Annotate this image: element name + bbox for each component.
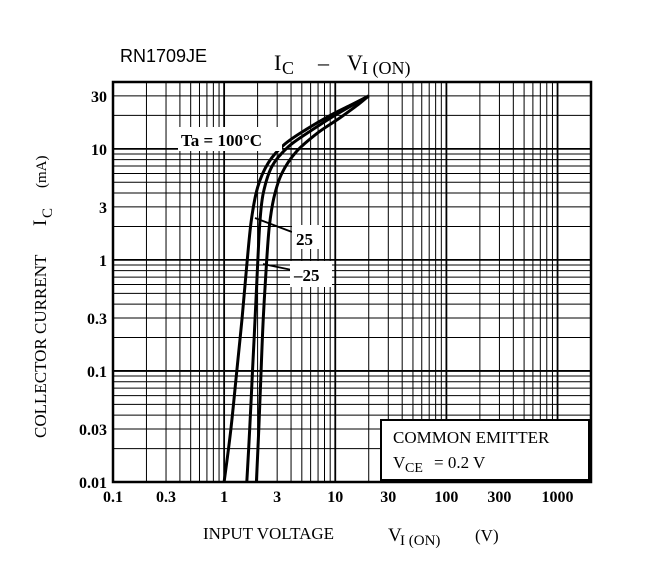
y-tick-label: 3	[99, 200, 107, 217]
x-label-text: INPUT VOLTAGE	[203, 524, 334, 543]
x-axis-label: INPUT VOLTAGE V I (ON) (V)	[203, 524, 499, 549]
label-m25: –25	[293, 266, 320, 285]
condition-vce-sub: CE	[405, 461, 423, 476]
y-label-unit: (mA)	[34, 156, 50, 189]
x-tick-label: 0.3	[156, 489, 176, 506]
y-tick-labels: 0.01 0.03 0.1 0.3 1 3 10 30	[79, 89, 107, 492]
y-tick-label: 30	[91, 89, 107, 106]
condition-vce-symbol: V	[393, 453, 406, 472]
title-ic-symbol: I	[274, 50, 281, 75]
y-tick-label: 1	[99, 253, 107, 270]
x-tick-label: 100	[434, 489, 458, 506]
leader-25	[254, 217, 293, 233]
x-label-symbol: V	[388, 525, 402, 546]
x-tick-label: 1000	[542, 489, 574, 506]
x-tick-label: 3	[273, 489, 281, 506]
x-tick-label: 30	[380, 489, 396, 506]
title-separator: –	[317, 50, 330, 75]
x-tick-label: 1	[220, 489, 228, 506]
y-tick-label: 0.3	[87, 311, 107, 328]
title-vi-symbol: V	[347, 50, 363, 75]
label-ta-100c: Ta = 100°C	[181, 131, 262, 150]
y-axis-label: COLLECTOR CURRENT I C (mA)	[30, 156, 56, 439]
curve-ta-25c	[245, 94, 370, 483]
y-tick-label: 0.03	[79, 422, 107, 439]
x-tick-label: 10	[327, 489, 343, 506]
title-ic-sub: C	[282, 58, 294, 78]
y-label-sub: C	[40, 208, 56, 218]
x-tick-label: 300	[487, 489, 511, 506]
condition-line1: COMMON EMITTER	[393, 428, 550, 447]
leader-m25	[262, 263, 293, 271]
x-tick-label: 0.1	[103, 489, 123, 506]
annotation-bg-25	[292, 225, 322, 249]
curve-ta-100c	[222, 94, 370, 483]
y-tick-label: 10	[91, 142, 107, 159]
annotation-bg-m25	[290, 261, 332, 287]
chart-title: I C – V I (ON)	[274, 50, 410, 79]
curve-ta-m25c	[254, 94, 370, 483]
x-label-sub: I (ON)	[400, 533, 440, 549]
condition-box: COMMON EMITTER V CE = 0.2 V	[380, 419, 590, 481]
y-tick-label: 0.1	[87, 364, 107, 381]
condition-vce-value: = 0.2 V	[434, 453, 486, 472]
x-label-unit: (V)	[475, 526, 499, 545]
part-number: RN1709JE	[120, 46, 207, 66]
title-vi-sub: I (ON)	[362, 58, 410, 79]
y-label-text: COLLECTOR CURRENT	[31, 254, 50, 438]
plot-frame	[111, 80, 593, 484]
curves	[222, 94, 370, 483]
label-25: 25	[296, 230, 313, 249]
annotation-bg-100c	[178, 127, 282, 151]
condition-box-frame	[380, 419, 590, 481]
x-tick-labels: 0.1 0.3 1 3 10 30 100 300 1000	[103, 489, 574, 506]
y-label-symbol: I	[30, 220, 51, 226]
annotations: Ta = 100°C 25 –25	[178, 127, 332, 287]
y-tick-label: 0.01	[79, 475, 107, 492]
